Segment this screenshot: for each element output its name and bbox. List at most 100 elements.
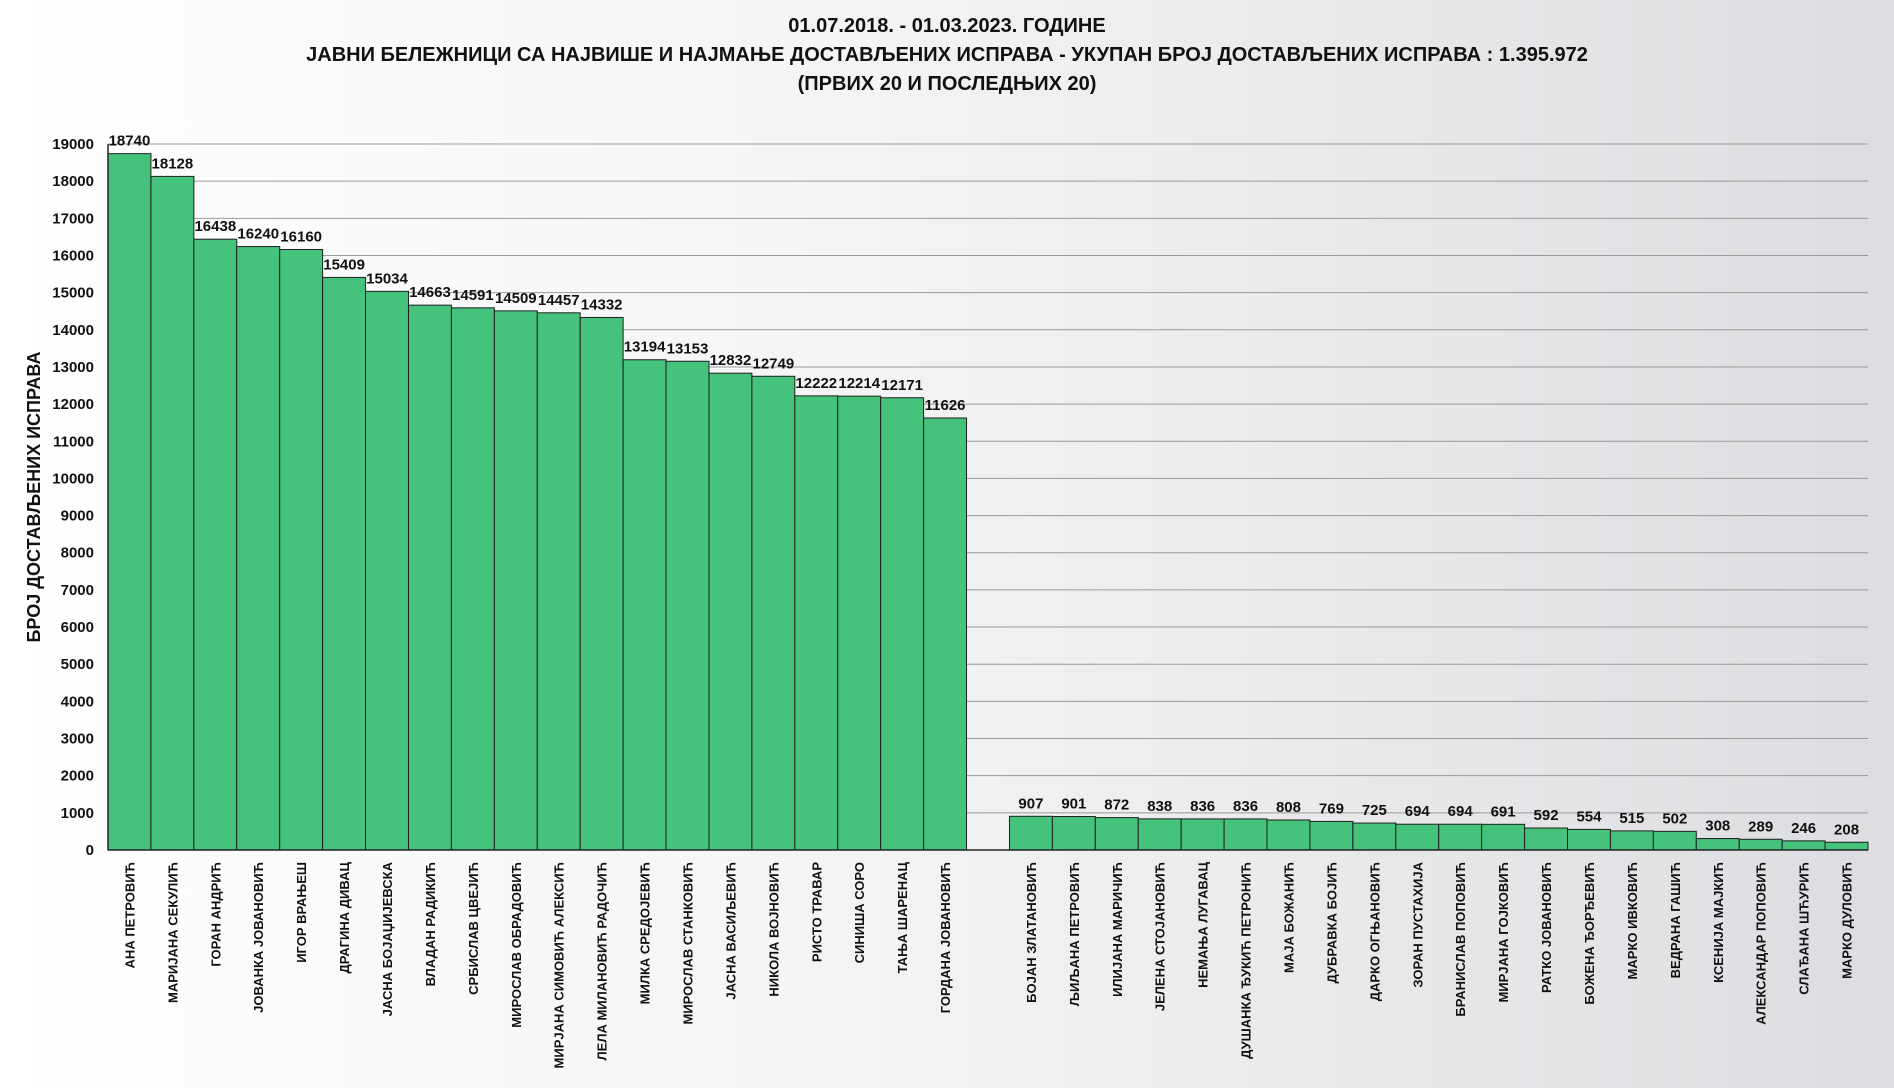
x-tick-label: СЛАЂАНА ШЋУРИЋ <box>1797 862 1812 995</box>
bar <box>794 395 839 851</box>
x-tick-label: МАРКО ИВКОВИЋ <box>1625 862 1640 979</box>
bar-value-label: 16160 <box>280 229 322 246</box>
bar <box>322 276 367 851</box>
bar-value-label: 872 <box>1104 797 1129 814</box>
y-tick-label: 14000 <box>52 322 94 339</box>
bar-value-label: 502 <box>1662 810 1687 827</box>
x-tick-label: ДРАГИНА ДИВАЦ <box>337 862 352 974</box>
y-tick-label: 17000 <box>52 210 94 227</box>
x-tick-label: МИРЈАНА СИМОВИЋ АЛЕКСИЋ <box>552 862 567 1068</box>
y-tick-label: 7000 <box>61 582 94 599</box>
bar <box>1094 817 1139 851</box>
bar-value-label: 694 <box>1405 803 1431 820</box>
y-tick-label: 18000 <box>52 173 94 190</box>
bar-value-label: 208 <box>1834 821 1859 838</box>
y-tick-label: 10000 <box>52 470 94 487</box>
bar <box>1524 827 1569 851</box>
y-tick-label: 11000 <box>53 433 94 450</box>
x-tick-label: КСЕНИЈА МАЈКИЋ <box>1711 862 1726 983</box>
bar-value-label: 12222 <box>795 375 837 392</box>
bar <box>1008 815 1053 851</box>
bar <box>279 249 324 851</box>
bar <box>880 397 925 851</box>
y-tick-label: 19000 <box>52 136 94 153</box>
x-tick-label: МАРИЈАНА СЕКУЛИЋ <box>165 862 180 1003</box>
x-tick-label: ЈАСНА ВАСИЉЕВИЋ <box>723 862 738 1000</box>
y-tick-label: 1000 <box>61 805 94 822</box>
x-tick-label: РИСТО ТРАВАР <box>809 862 824 962</box>
chart-subtitle: ЈАВНИ БЕЛЕЖНИЦИ СА НАЈВИШЕ И НАЈМАЊЕ ДОС… <box>306 44 1588 66</box>
y-tick-label: 13000 <box>52 359 94 376</box>
y-tick-label: 3000 <box>61 731 94 748</box>
x-tick-label: БОЈАН ЗЛАТАНОВИЋ <box>1024 862 1039 1003</box>
y-tick-label: 16000 <box>52 247 94 264</box>
bar <box>150 175 195 851</box>
x-tick-label: ВЛАДАН РАДИКИЋ <box>423 862 438 986</box>
y-axis-title: БРОЈ ДОСТАВЉЕНИХ ИСПРАВА <box>24 352 44 643</box>
x-tick-label: СИНИША СОРО <box>852 862 867 963</box>
bar <box>236 246 281 851</box>
bar-value-label: 13194 <box>624 339 666 356</box>
bar-value-label: 246 <box>1791 820 1816 837</box>
bar-value-label: 691 <box>1491 803 1516 820</box>
bar-value-label: 836 <box>1190 798 1215 815</box>
x-tick-label: ЛЕЛА МИЛАНОВИЋ РАДОЧИЋ <box>595 862 610 1060</box>
x-tick-label: НЕМАЊА ЛУГАВАЦ <box>1196 862 1211 988</box>
chart-subtitle-2: (ПРВИХ 20 И ПОСЛЕДЊИХ 20) <box>797 73 1097 95</box>
bar <box>536 312 581 851</box>
bar <box>1781 840 1826 851</box>
x-tick-label: АНА ПЕТРОВИЋ <box>122 862 137 968</box>
bar <box>450 307 495 851</box>
bar-value-label: 289 <box>1748 818 1773 835</box>
x-tick-label: ИЛИЈАНА МАРИЧИЋ <box>1110 862 1125 997</box>
bar-value-label: 15034 <box>366 270 408 287</box>
bar-value-label: 836 <box>1233 798 1258 815</box>
bar <box>622 359 667 851</box>
x-tick-label: МИЛКА СРЕДОЈЕВИЋ <box>638 862 653 1004</box>
y-tick-label: 8000 <box>61 545 94 562</box>
y-tick-label: 9000 <box>61 508 94 525</box>
bar-value-label: 554 <box>1576 808 1602 825</box>
bar-value-label: 12171 <box>881 377 923 394</box>
bar-value-label: 13153 <box>667 340 709 357</box>
bar-value-label: 901 <box>1061 796 1086 813</box>
bar-value-label: 16438 <box>194 218 236 235</box>
x-tick-label: ЈЕЛЕНА СТОЈАНОВИЋ <box>1153 862 1168 1011</box>
bar <box>923 417 968 851</box>
bar-value-label: 14332 <box>581 296 623 313</box>
chart-titles: 01.07.2018. - 01.03.2023. ГОДИНЕ ЈАВНИ Б… <box>0 12 1894 99</box>
bar <box>193 238 238 851</box>
bar-value-label: 769 <box>1319 800 1344 817</box>
bar-value-label: 16240 <box>237 226 279 243</box>
x-tick-label: ДУШАНКА ЂУКИЋ ПЕТРОНИЋ <box>1239 862 1254 1059</box>
bar-value-label: 15409 <box>323 256 365 273</box>
x-tick-label: ГОРАН АНДРИЋ <box>208 862 223 967</box>
bar-value-label: 12749 <box>753 355 795 372</box>
bar <box>1266 819 1311 851</box>
bar-value-label: 838 <box>1147 798 1172 815</box>
bar <box>1309 820 1354 851</box>
x-tick-label: ЗОРАН ПУСТАХИЈА <box>1410 861 1425 987</box>
bar <box>665 360 710 851</box>
bar <box>579 316 624 851</box>
bar <box>407 304 452 851</box>
x-tick-label: РАТКО ЈОВАНОВИЋ <box>1539 862 1554 993</box>
y-tick-label: 15000 <box>52 285 94 302</box>
x-tick-label: СРБИСЛАВ ЦВЕЈИЋ <box>466 862 481 995</box>
x-tick-label: ИГОР ВРАЊЕШ <box>294 862 309 963</box>
x-tick-label: ДАРКО ОГЊАНОВИЋ <box>1367 862 1382 1001</box>
chart-title: 01.07.2018. - 01.03.2023. ГОДИНЕ <box>788 15 1106 37</box>
y-tick-label: 6000 <box>61 619 94 636</box>
x-tick-label: АЛЕКСАНДАР ПОПОВИЋ <box>1754 862 1769 1025</box>
x-tick-label: ЈОВАНКА ЈОВАНОВИЋ <box>251 862 266 1013</box>
bar <box>1609 830 1654 851</box>
y-axis-ticks: 0 1000 2000 3000 4000 5000 6000 7000 8000 9000 100… <box>52 136 94 859</box>
bar <box>708 372 753 851</box>
bar <box>107 153 152 851</box>
bar <box>1652 830 1697 851</box>
bar <box>1738 838 1783 851</box>
y-tick-label: 12000 <box>52 396 94 413</box>
bar <box>1352 822 1397 851</box>
x-tick-label: НИКОЛА ВОЈНОВИЋ <box>766 862 781 997</box>
